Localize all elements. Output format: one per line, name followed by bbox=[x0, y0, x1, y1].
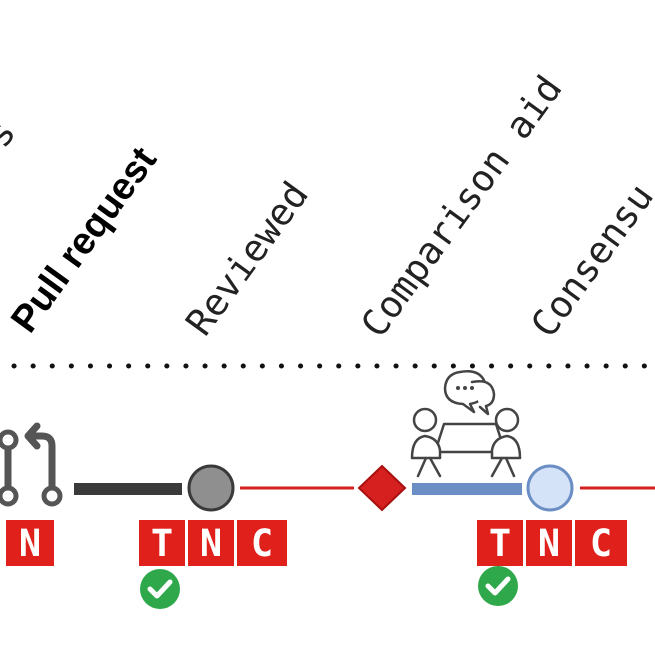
svg-text:T: T bbox=[489, 522, 511, 565]
badge-C: C bbox=[575, 520, 627, 566]
svg-text:C: C bbox=[590, 522, 612, 565]
badge-group-left: N bbox=[6, 520, 54, 566]
dark-connector-bar bbox=[74, 483, 182, 495]
git-pull-request-icon bbox=[0, 422, 63, 507]
badge-group-comparison: T N C bbox=[477, 520, 627, 566]
check-circle-icon bbox=[478, 566, 518, 606]
decision-diamond bbox=[357, 464, 407, 512]
svg-text:N: N bbox=[19, 522, 41, 565]
stage-label-consensus: Consensu bbox=[522, 176, 655, 345]
badge-T: T bbox=[139, 520, 185, 566]
svg-text:N: N bbox=[200, 522, 222, 565]
comparison-node bbox=[526, 464, 574, 512]
svg-text:N: N bbox=[538, 522, 560, 565]
badge-N: N bbox=[6, 520, 54, 566]
svg-text:C: C bbox=[251, 522, 273, 565]
stage-label-partial: s bbox=[0, 112, 24, 155]
badge-C: C bbox=[237, 520, 287, 566]
stage-label-pull-request: Pull request bbox=[3, 139, 165, 340]
badge-T: T bbox=[477, 520, 523, 566]
reviewed-node bbox=[187, 464, 235, 512]
blue-connector-bar bbox=[412, 483, 522, 495]
check-circle-icon bbox=[140, 569, 180, 609]
badge-N: N bbox=[526, 520, 572, 566]
badge-group-reviewed: T N C bbox=[139, 520, 287, 566]
badge-N: N bbox=[188, 520, 234, 566]
stage-label-reviewed: Reviewed bbox=[177, 174, 317, 343]
meeting-discussion-icon bbox=[410, 370, 522, 478]
svg-text:T: T bbox=[151, 522, 173, 565]
